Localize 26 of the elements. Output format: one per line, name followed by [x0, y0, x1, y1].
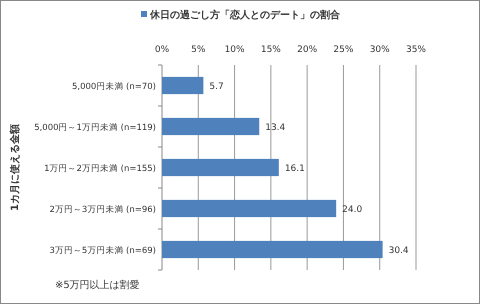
y-tick-label: 2万円～3万円未満 (n=96)	[50, 204, 156, 215]
y-tick-label: 3万円～5万円未満 (n=69)	[50, 245, 156, 256]
text: 30.4	[388, 246, 409, 256]
text: 5.7	[209, 82, 224, 92]
y-axis-title: 1カ月に使える金額	[9, 124, 21, 211]
y-tick-label: 1万円～2万円未満 (n=155)	[44, 163, 156, 174]
y-tick-label: 5,000円～1万円未満 (n=119)	[34, 122, 156, 133]
bar	[162, 76, 204, 94]
y-tick-label: 5,000円未満 (n=70)	[72, 81, 156, 92]
x-tick-label: 30%	[370, 45, 390, 55]
x-tick-label: 5%	[191, 45, 206, 55]
text: ※5万円以上は割愛	[55, 279, 140, 291]
text: 24.0	[342, 205, 362, 215]
legend-label: 休日の過ごし方「恋人とのデート」の割合	[149, 9, 341, 21]
x-tick-label: 20%	[297, 45, 318, 55]
bar	[162, 200, 336, 218]
bar	[162, 118, 260, 136]
x-tick-label: 0%	[154, 45, 170, 55]
x-tick-label: 10%	[224, 45, 246, 55]
bar	[162, 158, 279, 176]
text: 13.4	[265, 123, 286, 133]
text: 16.1	[284, 164, 305, 174]
x-tick-label: 15%	[260, 45, 282, 55]
bar	[162, 240, 383, 258]
x-tick-label: 25%	[333, 45, 354, 55]
x-tick-label: 35%	[406, 45, 426, 55]
